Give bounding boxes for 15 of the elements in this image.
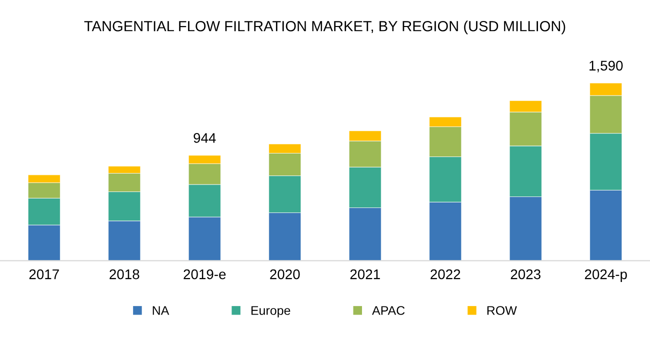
- chart-title: TANGENTIAL FLOW FILTRATION MARKET, BY REGION (USD MILLION): [84, 20, 566, 34]
- x-tick-label: 2019-e: [184, 269, 226, 280]
- legend-label: NA: [152, 306, 170, 315]
- legend-label: ROW: [487, 306, 517, 315]
- x-tick-label: 2021: [350, 269, 380, 280]
- legend-label: Europe: [251, 306, 290, 318]
- x-tick-label: 2020: [270, 269, 300, 280]
- x-tick-label: 2022: [430, 269, 460, 280]
- x-tick-label: 2017: [29, 269, 59, 280]
- annotation: 1,590: [590, 60, 623, 72]
- x-tick-label: 2024-p: [584, 269, 627, 282]
- x-tick-label: 2018: [110, 269, 140, 280]
- annotation: 944: [194, 133, 216, 143]
- x-tick-label: 2023: [510, 269, 540, 280]
- legend-label: APAC: [372, 306, 405, 315]
